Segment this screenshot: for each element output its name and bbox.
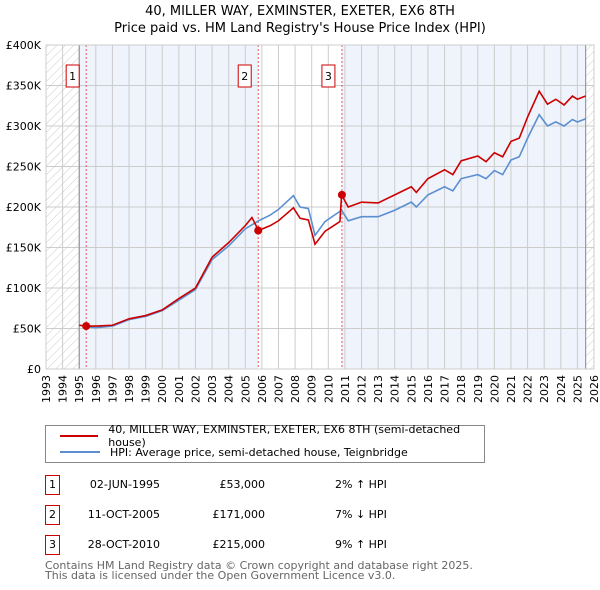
sale-label: 1 (69, 70, 76, 83)
y-tick-label: £350K (6, 80, 42, 93)
sale-row-1: 1 02-JUN-1995 £53,000 2% ↑ HPI (45, 475, 495, 495)
x-tick-label: 2015 (405, 375, 418, 403)
x-tick-label: 1994 (57, 375, 70, 403)
x-tick-label: 2022 (522, 375, 535, 403)
x-tick-label: 2016 (422, 375, 435, 403)
x-tick-label: 2011 (339, 375, 352, 403)
x-tick-label: 2018 (455, 375, 468, 403)
property-line (79, 89, 586, 327)
hpi-line (85, 113, 586, 329)
x-tick-label: 2023 (538, 375, 551, 403)
x-tick-label: 2001 (173, 375, 186, 403)
x-tick-label: 2006 (256, 375, 269, 403)
x-tick-label: 2012 (356, 375, 369, 403)
y-tick-label: £0 (27, 363, 41, 376)
x-tick-label: 2000 (156, 375, 169, 403)
sale-label-box (65, 64, 80, 88)
sale-point (337, 190, 346, 199)
chart-title: 40, MILLER WAY, EXMINSTER, EXETER, EX6 8… (0, 3, 600, 37)
chart: 1993 1994 1995 1996 1997 1998 1999 2000 2001 2002… (6, 39, 600, 403)
x-tick-label: 2005 (239, 375, 252, 403)
y-tick-label: £200K (6, 201, 42, 214)
sale-row-3: 3 28-OCT-2010 £215,000 9% ↑ HPI (45, 535, 495, 555)
sale-point (82, 322, 91, 331)
legend: 40, MILLER WAY, EXMINSTER, EXETER, EX6 8… (45, 423, 485, 463)
sale-label-box (321, 64, 336, 88)
x-tick-label: 2003 (206, 375, 219, 403)
x-tick-label: 2020 (488, 375, 501, 403)
subtitle: Price paid vs. HM Land Registry's House … (114, 21, 486, 36)
sale-label-box (237, 64, 252, 88)
x-tick-label: 2010 (322, 375, 335, 403)
title: 40, MILLER WAY, EXMINSTER, EXETER, EX6 8… (145, 4, 455, 19)
x-tick-label: 1997 (106, 375, 119, 403)
legend-swatch-blue (60, 451, 100, 453)
x-tick-label: 2024 (555, 375, 568, 403)
x-tick-label: 2002 (189, 375, 202, 403)
x-tick-label: 2017 (439, 375, 452, 403)
sale-label: 3 (325, 70, 332, 83)
x-tick-label: 1998 (123, 375, 136, 403)
x-tick-label: 2007 (272, 375, 285, 403)
legend-item-property: 40, MILLER WAY, EXMINSTER, EXETER, EX6 8… (60, 423, 484, 449)
legend-item-hpi: HPI: Average price, semi-detached house,… (60, 444, 408, 460)
y-tick-label: £50K (13, 323, 42, 336)
sale-point (254, 226, 263, 235)
y-tick-label: £250K (6, 161, 42, 174)
x-tick-label: 2008 (289, 375, 302, 403)
x-tick-label: 2025 (571, 375, 584, 403)
x-tick-label: 1996 (90, 375, 103, 403)
plot-border (45, 44, 595, 370)
y-tick-label: £400K (6, 39, 42, 52)
sale-label: 2 (241, 70, 248, 83)
x-tick-label: 2009 (306, 375, 319, 403)
x-tick-label: 1995 (73, 375, 86, 403)
x-tick-label: 2026 (588, 375, 600, 403)
sale-row-2: 2 11-OCT-2005 £171,000 7% ↓ HPI (45, 505, 495, 525)
y-tick-label: £100K (6, 282, 42, 295)
footer: Contains HM Land Registry data © Crown c… (45, 559, 473, 582)
x-tick-label: 2021 (505, 375, 518, 403)
x-tick-label: 2014 (389, 375, 402, 403)
y-tick-label: £150K (6, 242, 42, 255)
x-tick-label: 1999 (140, 375, 153, 403)
x-tick-label: 2004 (223, 375, 236, 403)
legend-swatch-red (60, 435, 99, 437)
y-tick-label: £300K (6, 120, 42, 133)
x-tick-label: 2013 (372, 375, 385, 403)
x-tick-label: 2019 (472, 375, 485, 403)
x-tick-label: 1993 (40, 375, 53, 403)
